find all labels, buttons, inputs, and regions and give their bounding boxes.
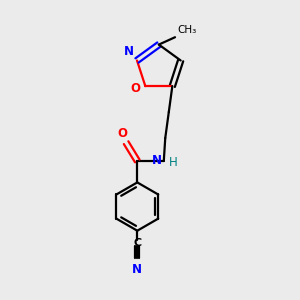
Text: N: N <box>124 45 134 58</box>
Text: CH₃: CH₃ <box>177 25 196 35</box>
Text: O: O <box>130 82 140 95</box>
Text: N: N <box>152 154 161 167</box>
Text: N: N <box>132 262 142 275</box>
Text: H: H <box>169 156 178 169</box>
Text: C: C <box>133 238 141 248</box>
Text: O: O <box>118 127 128 140</box>
